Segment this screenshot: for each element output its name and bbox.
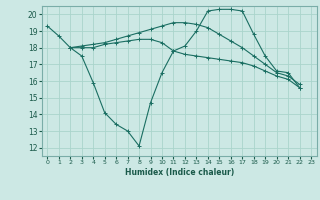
X-axis label: Humidex (Indice chaleur): Humidex (Indice chaleur) [124, 168, 234, 177]
